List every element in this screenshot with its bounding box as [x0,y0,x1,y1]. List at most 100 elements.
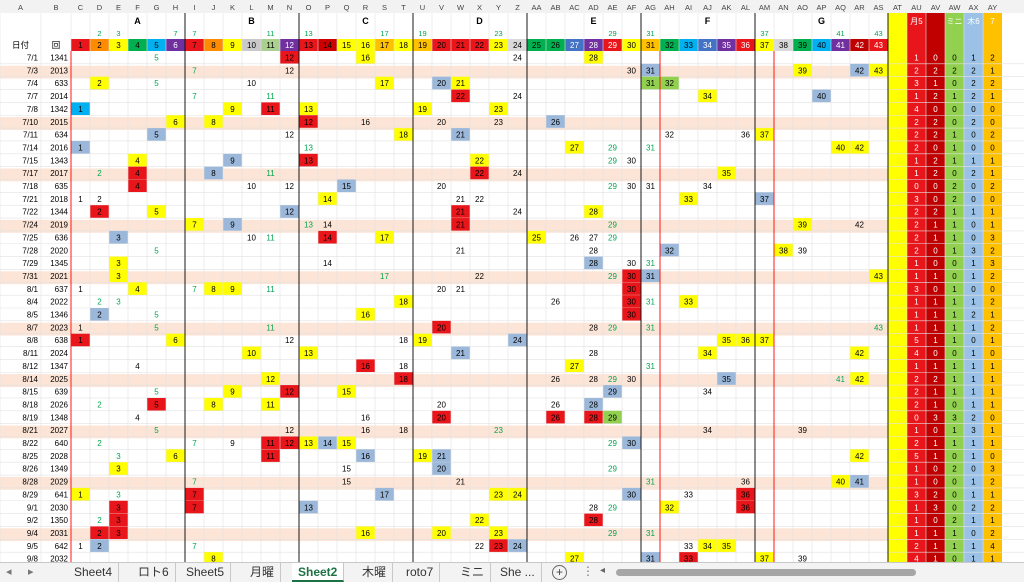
number-cell: 11 [266,233,275,242]
number-swatch [717,39,736,51]
horizontal-scrollbar[interactable]: ◂ [600,565,1020,578]
number-cell: 30 [627,272,636,281]
scroll-left-arrow-icon[interactable]: ◂ [600,565,606,576]
number-cell: 29 [608,503,617,512]
number-cell: 5 [154,388,159,397]
summary-value: 1 [971,452,976,461]
number-cell: 35 [722,542,731,551]
column-header: R [363,3,369,12]
date-cell: 7/3 [27,66,39,75]
summary-value: 1 [971,400,976,409]
row-band [0,117,913,130]
number-cell: 3 [116,490,121,499]
highlight-cell [489,487,508,501]
date-cell: 8/29 [22,490,38,499]
number-cell: 31 [646,41,655,50]
number-cell: 13 [304,156,313,165]
tab-sheet2[interactable]: Sheet2 [292,563,345,582]
tab-more-sheets[interactable]: She ... [494,563,542,582]
number-cell: 7 [192,41,197,50]
number-swatch [679,39,698,51]
number-cell: 9 [230,221,235,230]
summary-value: 1 [990,516,995,525]
date-cell: 8/4 [27,298,39,307]
date-cell: 9/5 [27,542,39,551]
number-cell: 2 [97,439,102,448]
highlight-cell [470,153,489,167]
summary-value: 1 [990,388,995,397]
number-swatch [812,39,831,51]
number-cell: 4 [135,362,140,371]
number-cell: 12 [285,388,294,397]
number-cell: 24 [513,92,522,101]
number-cell: 7 [192,478,197,487]
number-cell: 7 [192,221,197,230]
highlight-cell [394,295,413,308]
tab-thursday[interactable]: 木曜 [356,563,394,582]
draw-number-cell: 1344 [50,208,68,217]
number-cell: 21 [456,195,465,204]
number-cell: 16 [361,362,370,371]
number-cell: 22 [456,92,465,101]
summary-value: 1 [990,336,995,345]
highlight-cell [451,205,470,219]
tab-sheet5[interactable]: Sheet5 [180,563,232,582]
summary-column [926,13,945,562]
number-cell: 9 [230,156,235,165]
summary-value: 1 [914,156,919,165]
summary-value: 0 [990,118,995,127]
highlight-cell [660,500,679,514]
summary-value: 1 [933,362,938,371]
column-header: AA [531,3,541,12]
summary-value: 1 [990,439,995,448]
date-cell: 8/21 [22,426,38,435]
number-cell: 12 [285,182,294,191]
tab-loto6[interactable]: ロト6 [132,563,176,582]
highlight-cell [432,449,451,463]
number-swatch [90,39,109,51]
summary-value: 1 [990,169,995,178]
row-band [0,528,913,542]
summary-value: 1 [914,529,919,538]
spreadsheet-grid[interactable]: A B C D E F G H I J K L M N O P Q R S T U V W X Y Z AA AB AC AD AE AF AG… [0,0,1024,562]
highlight-cell [622,295,641,308]
summary-value: 0 [933,195,938,204]
highlight-cell [90,539,109,553]
number-cell: 42 [855,66,864,75]
tab-mini[interactable]: ミニ [454,563,492,582]
highlight-cell [470,513,489,527]
draw-number-cell: 637 [55,285,69,294]
number-cell: 43 [874,66,883,75]
tab-monday[interactable]: 月曜 [244,563,282,582]
column-header: Q [344,3,350,12]
number-swatch [641,39,660,51]
number-cell: 15 [342,465,351,474]
draw-number-cell: 2026 [50,400,68,409]
date-cell: 8/11 [23,349,39,358]
highlight-cell [869,269,888,283]
summary-value: 2 [952,195,957,204]
summary-value: 1 [971,478,976,487]
tab-scroll-right-icon[interactable]: ▸ [28,566,34,578]
number-cell: 29 [608,156,617,165]
add-sheet-button[interactable]: + [552,565,567,580]
highlight-cell [147,128,166,141]
number-cell: 34 [703,542,712,551]
scrollbar-thumb[interactable] [616,569,916,576]
highlight-cell [831,475,850,488]
draw-number-cell: 639 [55,388,69,397]
row-band [0,65,913,79]
tab-scroll-left-icon[interactable]: ◂ [6,566,12,578]
more-options-icon[interactable]: ⋮ [582,564,594,578]
column-header: K [230,3,235,12]
number-cell: 12 [285,336,294,345]
summary-value: 1 [914,311,919,320]
number-cell: 12 [266,375,275,384]
date-cell: 7/28 [22,246,38,255]
summary-value: 2 [914,375,919,384]
number-cell: 5 [154,246,159,255]
highlight-cell [204,552,223,562]
tab-sheet4[interactable]: Sheet4 [68,563,120,582]
tab-roto7[interactable]: roto7 [400,563,441,582]
number-cell: 5 [154,323,159,332]
